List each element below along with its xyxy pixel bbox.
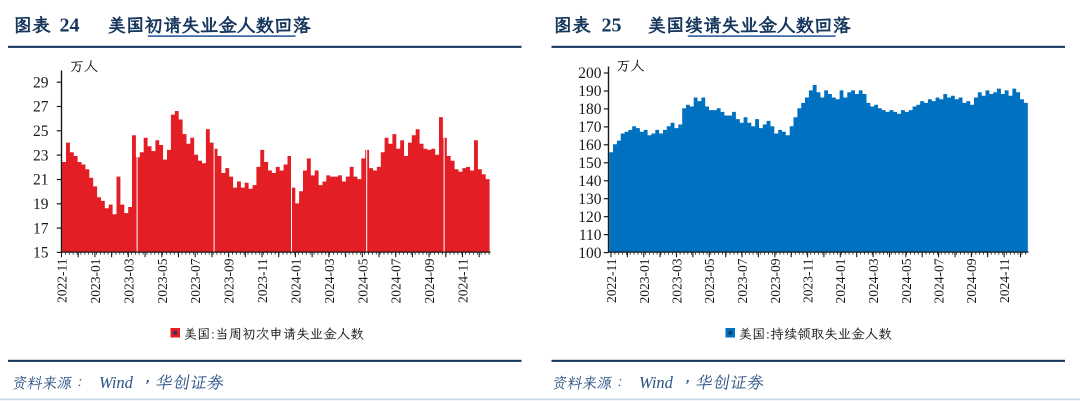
svg-text:2023-01: 2023-01 [637,259,652,304]
svg-text:2023-09: 2023-09 [768,258,783,303]
svg-text:160: 160 [578,137,602,154]
svg-text:200: 200 [578,65,602,82]
svg-text:2023-11: 2023-11 [801,259,816,304]
svg-text:2022-11: 2022-11 [604,259,619,304]
svg-text:140: 140 [578,173,602,190]
svg-text:17: 17 [33,220,49,237]
svg-text:2022-11: 2022-11 [55,259,70,304]
svg-text:27: 27 [33,99,49,116]
svg-text:2024-03: 2024-03 [322,258,337,303]
svg-text:2023-07: 2023-07 [735,258,750,303]
svg-text:Wind: Wind [99,373,134,392]
svg-text:110: 110 [579,227,602,244]
svg-text:2024-01: 2024-01 [833,259,848,304]
svg-text:19: 19 [33,196,49,213]
svg-text:100: 100 [578,245,602,262]
svg-text:2023-03: 2023-03 [121,258,136,303]
svg-text:2024-09: 2024-09 [964,258,979,303]
svg-text:2024-01: 2024-01 [288,259,303,304]
svg-text:2024-11: 2024-11 [456,259,471,304]
svg-text:2023-01: 2023-01 [88,259,103,304]
svg-text:130: 130 [578,191,602,208]
svg-text:2024-11: 2024-11 [997,259,1012,304]
svg-text:150: 150 [578,155,602,172]
svg-text:2024-09: 2024-09 [422,258,437,303]
svg-text:25: 25 [602,15,622,37]
svg-text:2024-07: 2024-07 [389,258,404,303]
svg-text:2024-05: 2024-05 [355,258,370,303]
svg-text:170: 170 [578,119,602,136]
svg-text:23: 23 [33,147,49,164]
svg-text:2024-03: 2024-03 [866,258,881,303]
svg-text:2023-09: 2023-09 [222,258,237,303]
svg-text:2023-05: 2023-05 [702,258,717,303]
svg-text:2023-11: 2023-11 [255,259,270,304]
svg-text:190: 190 [578,83,602,100]
svg-text:2023-03: 2023-03 [670,258,685,303]
svg-text:25: 25 [33,123,49,140]
svg-text:2023-05: 2023-05 [155,258,170,303]
svg-text:120: 120 [578,209,602,226]
svg-text:2024-05: 2024-05 [899,258,914,303]
svg-text:180: 180 [578,101,602,118]
svg-text:15: 15 [33,245,49,262]
svg-text:2024-07: 2024-07 [932,258,947,303]
svg-text:Wind: Wind [639,373,674,392]
svg-text:2023-07: 2023-07 [188,258,203,303]
svg-text:24: 24 [60,15,80,37]
svg-text:21: 21 [33,172,49,189]
svg-text:29: 29 [33,74,49,91]
